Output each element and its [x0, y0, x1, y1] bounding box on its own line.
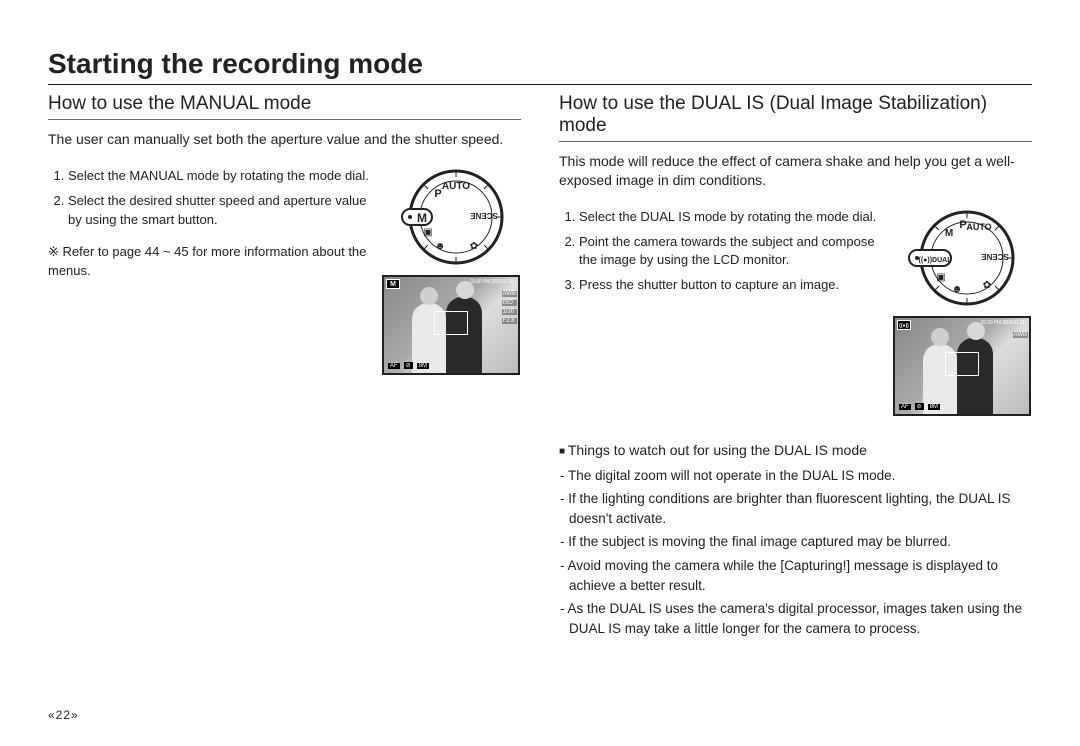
left-heading: How to use the MANUAL mode — [48, 93, 521, 120]
svg-text:P: P — [434, 188, 441, 200]
right-intro: This mode will reduce the effect of came… — [559, 152, 1032, 190]
columns: How to use the MANUAL mode The user can … — [48, 93, 1032, 642]
svg-text:AUTO: AUTO — [442, 181, 470, 192]
things-item-3: If the subject is moving the final image… — [569, 532, 1032, 552]
left-steps-list: Select the MANUAL mode by rotating the m… — [48, 167, 369, 230]
lcd-datetime: 01:00 PM 2009.01.01 — [470, 279, 514, 289]
lcd-awb: AWB — [502, 291, 517, 297]
lcd-bottombar: AF ⊘ 8M — [386, 361, 516, 371]
svg-text:▣: ▣ — [936, 272, 945, 283]
svg-text:SCENE: SCENE — [981, 252, 1009, 261]
left-figures: AUTO P SCENE ✿ ☻ ▣ M — [381, 167, 521, 375]
lcd-flash-icon: ⊘ — [915, 403, 924, 410]
right-steps-text: Select the DUAL IS mode by rotating the … — [559, 208, 880, 301]
right-steps-list: Select the DUAL IS mode by rotating the … — [559, 208, 880, 295]
lcd-af: AF — [899, 404, 911, 410]
lcd-iso: ISO — [502, 300, 517, 306]
page-title: Starting the recording mode — [48, 48, 1032, 85]
right-figures: AUTO P M SCENE ✿ ☻ ▣ ((●))DUAL — [892, 208, 1032, 416]
lcd-flash-icon: ⊘ — [404, 362, 413, 369]
svg-text:P: P — [959, 219, 966, 231]
mode-dial-dualis: AUTO P M SCENE ✿ ☻ ▣ ((●))DUAL — [907, 208, 1017, 308]
things-heading: Things to watch out for using the DUAL I… — [559, 442, 1032, 458]
left-step-2: Select the desired shutter speed and ape… — [68, 192, 369, 230]
things-item-1: The digital zoom will not operate in the… — [569, 466, 1032, 486]
focus-box-icon — [434, 311, 468, 335]
svg-text:AUTO: AUTO — [966, 222, 991, 232]
left-steps-block: Select the MANUAL mode by rotating the m… — [48, 167, 521, 375]
left-intro: The user can manually set both the apert… — [48, 130, 521, 149]
lcd-topbar: 01:00 PM 2009.01.01 — [386, 279, 516, 289]
lcd-datetime: 01:00 PM 2009.01.01 — [981, 320, 1025, 330]
svg-text:SCENE: SCENE — [470, 211, 498, 220]
svg-text:✿: ✿ — [470, 241, 478, 252]
svg-text:✿: ✿ — [983, 280, 991, 291]
dial-selected-label: M — [417, 211, 427, 225]
lcd-af: AF — [388, 363, 400, 369]
right-column: How to use the DUAL IS (Dual Image Stabi… — [559, 93, 1032, 642]
svg-text:▣: ▣ — [423, 227, 432, 238]
things-item-4: Avoid moving the camera while the [Captu… — [569, 556, 1032, 595]
left-step-1: Select the MANUAL mode by rotating the m… — [68, 167, 369, 186]
things-item-2: If the lighting conditions are brighter … — [569, 489, 1032, 528]
right-heading: How to use the DUAL IS (Dual Image Stabi… — [559, 93, 1032, 142]
dial-selected-label: ((●))DUAL — [919, 257, 953, 264]
lcd-bottombar: AF ⊘ 8M — [897, 402, 1027, 412]
lcd-topbar: 01:00 PM 2009.01.01 — [897, 320, 1027, 330]
svg-text:☻: ☻ — [435, 241, 446, 252]
lcd-preview-manual: M 01:00 PM 2009.01.01 AWB ISO 1/30 F2.8 — [382, 275, 520, 375]
left-note: Refer to page 44 ~ 45 for more informati… — [48, 243, 369, 281]
svg-text:M: M — [945, 228, 953, 239]
right-step-1: Select the DUAL IS mode by rotating the … — [579, 208, 880, 227]
focus-box-icon — [945, 352, 979, 376]
lcd-aperture: F2.8 — [502, 318, 517, 324]
right-step-2: Point the camera towards the subject and… — [579, 233, 880, 271]
things-item-5: As the DUAL IS uses the camera's digital… — [569, 599, 1032, 638]
left-steps-text: Select the MANUAL mode by rotating the m… — [48, 167, 369, 281]
lcd-shutter: 1/30 — [502, 309, 517, 315]
mode-dial-manual: AUTO P SCENE ✿ ☻ ▣ M — [396, 167, 506, 267]
lcd-right-indicators: AWB ISO 1/30 F2.8 — [502, 291, 517, 324]
things-list: The digital zoom will not operate in the… — [559, 466, 1032, 639]
lcd-awb: AWB — [1013, 332, 1028, 338]
lcd-size: 8M — [928, 404, 940, 410]
lcd-right-indicators: AWB — [1013, 332, 1028, 338]
manual-page: Starting the recording mode How to use t… — [0, 0, 1080, 746]
svg-text:☻: ☻ — [952, 284, 963, 295]
right-step-3: Press the shutter button to capture an i… — [579, 276, 880, 295]
lcd-size: 8M — [417, 363, 429, 369]
page-number: «22» — [48, 708, 79, 722]
right-steps-block: Select the DUAL IS mode by rotating the … — [559, 208, 1032, 416]
lcd-preview-dualis: ((●)) 01:00 PM 2009.01.01 AWB AF ⊘ 8M — [893, 316, 1031, 416]
left-column: How to use the MANUAL mode The user can … — [48, 93, 521, 642]
